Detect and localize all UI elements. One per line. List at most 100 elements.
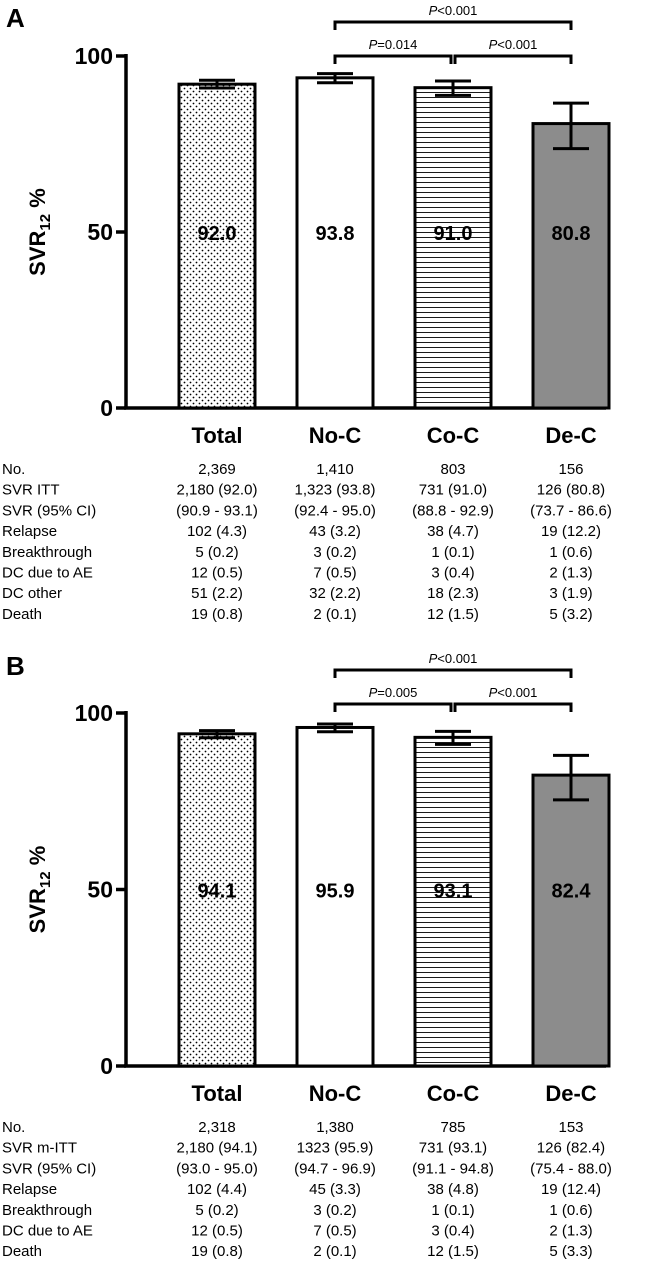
bar-de-c	[531, 773, 611, 1068]
panel-label: B	[6, 651, 25, 681]
table-cell: 18 (2.3)	[427, 585, 479, 602]
table-cell: 2,180 (92.0)	[177, 482, 258, 499]
table-row-label: Death	[2, 606, 42, 623]
table-cell: 2 (0.1)	[313, 1243, 356, 1260]
significance-bracket	[333, 20, 573, 30]
x-tick-label: Total	[192, 1081, 243, 1106]
significance-bracket	[453, 54, 573, 64]
table-cell: 785	[440, 1119, 465, 1136]
table-row-label: Relapse	[2, 523, 57, 540]
y-tick-label: 50	[87, 877, 113, 903]
x-tick-label: No-C	[309, 1081, 362, 1106]
bar-value-label: 91.0	[434, 223, 473, 245]
table-cell: (75.4 - 88.0)	[530, 1160, 612, 1177]
table-cell: 126 (82.4)	[537, 1140, 605, 1157]
table-cell: 45 (3.3)	[309, 1181, 361, 1198]
y-axis-title: SVR12 %	[25, 846, 54, 934]
table-cell: 102 (4.4)	[187, 1181, 247, 1198]
bar-value-label: 94.1	[198, 881, 237, 903]
table-cell: 731 (91.0)	[419, 482, 487, 499]
table-cell: 3 (0.2)	[313, 544, 356, 561]
p-value-label: P<0.001	[429, 3, 478, 18]
table-cell: 1 (0.6)	[549, 1202, 592, 1219]
table-cell: 2 (1.3)	[549, 565, 592, 582]
table-cell: 5 (0.2)	[195, 1202, 238, 1219]
x-tick-label: Co-C	[427, 1081, 480, 1106]
chart-panel-a: A 0 50 100 SVR12 % 92.0 Total 93.8 No-C 91.0 Co-C 8…	[2, 3, 612, 623]
bar-value-label: 80.8	[552, 223, 591, 245]
bar-no-c	[295, 725, 375, 1068]
table-cell: 731 (93.1)	[419, 1140, 487, 1157]
table-cell: 51 (2.2)	[191, 585, 243, 602]
bar-value-label: 93.1	[434, 881, 473, 903]
x-tick-label: Co-C	[427, 423, 480, 448]
bar-value-label: 82.4	[552, 881, 592, 903]
table-row-label: SVR (95% CI)	[2, 502, 96, 519]
table-cell: (90.9 - 93.1)	[176, 502, 258, 519]
table-cell: 12 (1.5)	[427, 1243, 479, 1260]
significance-bracket	[333, 668, 573, 678]
significance-bracket	[333, 702, 453, 712]
x-tick-label: No-C	[309, 423, 362, 448]
table-row-label: No.	[2, 1119, 25, 1136]
p-value-label: P<0.001	[489, 685, 538, 700]
table-cell: 3 (0.4)	[431, 565, 474, 582]
table-cell: 12 (0.5)	[191, 1223, 243, 1240]
bar-de-c	[531, 122, 611, 410]
significance-bracket	[453, 702, 573, 712]
table-cell: 1 (0.1)	[431, 1202, 474, 1219]
bar-co-c	[413, 86, 493, 410]
table-cell: 2 (1.3)	[549, 1223, 592, 1240]
table-cell: (73.7 - 86.6)	[530, 502, 612, 519]
p-value-label: P<0.001	[429, 651, 478, 666]
table-cell: 2,318	[198, 1119, 236, 1136]
table-cell: 12 (0.5)	[191, 565, 243, 582]
table-cell: 19 (0.8)	[191, 606, 243, 623]
table-cell: 1 (0.6)	[549, 544, 592, 561]
chart-panel-b: B 0 50 100 SVR12 % 94.1 Total 95.9 No-C 93.1 Co-C 8…	[2, 651, 612, 1260]
table-cell: (92.4 - 95.0)	[294, 502, 376, 519]
table-cell: 1,323 (93.8)	[295, 482, 376, 499]
table-cell: 1323 (95.9)	[297, 1140, 374, 1157]
p-value-label: P=0.005	[369, 685, 418, 700]
table-row-label: DC due to AE	[2, 1223, 93, 1240]
bar-value-label: 92.0	[198, 223, 237, 245]
table-cell: 19 (0.8)	[191, 1243, 243, 1260]
y-tick-label: 100	[75, 700, 113, 726]
table-row-label: SVR ITT	[2, 482, 60, 499]
table-cell: 153	[558, 1119, 583, 1136]
table-row-label: DC other	[2, 585, 62, 602]
table-cell: 12 (1.5)	[427, 606, 479, 623]
table-cell: 7 (0.5)	[313, 565, 356, 582]
panel-label: A	[6, 3, 25, 33]
table-cell: (88.8 - 92.9)	[412, 502, 494, 519]
bar-no-c	[295, 76, 375, 410]
y-tick-label: 100	[75, 43, 113, 69]
table-cell: 38 (4.7)	[427, 523, 479, 540]
x-tick-label: De-C	[545, 423, 596, 448]
table-cell: 3 (0.2)	[313, 1202, 356, 1219]
table-cell: 3 (0.4)	[431, 1223, 474, 1240]
table-cell: 1,410	[316, 461, 354, 478]
table-cell: (94.7 - 96.9)	[294, 1160, 376, 1177]
x-tick-label: De-C	[545, 1081, 596, 1106]
table-cell: 5 (0.2)	[195, 544, 238, 561]
table-cell: 2 (0.1)	[313, 606, 356, 623]
table-row-label: Breakthrough	[2, 544, 92, 561]
table-cell: 7 (0.5)	[313, 1223, 356, 1240]
table-row-label: SVR (95% CI)	[2, 1160, 96, 1177]
table-cell: 38 (4.8)	[427, 1181, 479, 1198]
table-row-label: Death	[2, 1243, 42, 1260]
y-axis-title: SVR12 %	[25, 188, 54, 276]
table-cell: 5 (3.3)	[549, 1243, 592, 1260]
bar-value-label: 93.8	[316, 223, 355, 245]
table-row-label: DC due to AE	[2, 565, 93, 582]
table-cell: 19 (12.2)	[541, 523, 601, 540]
bar-total	[177, 82, 257, 410]
significance-bracket	[333, 54, 453, 64]
table-cell: 1,380	[316, 1119, 354, 1136]
table-cell: (91.1 - 94.8)	[412, 1160, 494, 1177]
table-cell: 3 (1.9)	[549, 585, 592, 602]
table-cell: 1 (0.1)	[431, 544, 474, 561]
